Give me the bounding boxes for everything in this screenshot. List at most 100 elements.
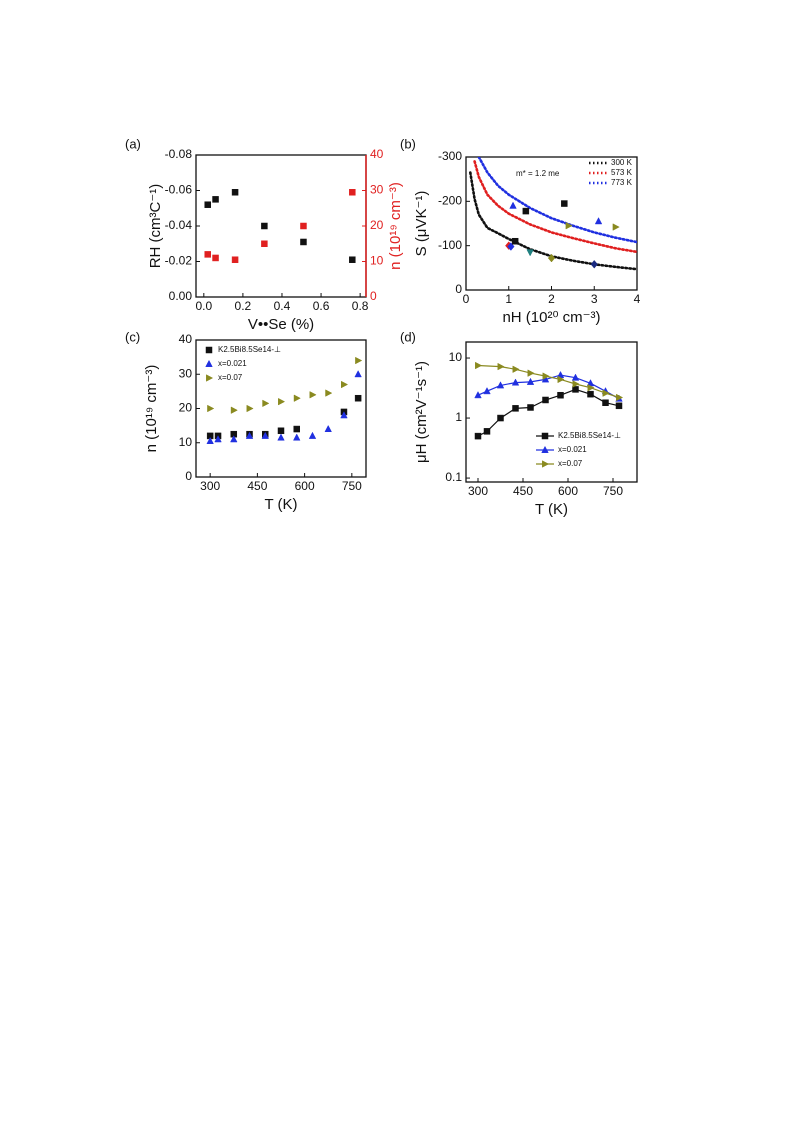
marker [561,200,568,207]
marker [309,391,317,399]
marker [204,201,211,208]
legend-label: K2.5Bi8.5Se14-⊥ [218,345,281,354]
y2-tick-label: 0 [370,289,377,303]
marker [572,380,580,388]
marker [512,365,520,373]
chart: (b) 0 1 2 3 4 -300 -200 -100 0 nH (10²⁰ cm⁻³) S (μV… [400,136,641,326]
plot-frame [195,339,367,478]
plot-area [474,361,624,440]
series-line [477,388,620,437]
marker [231,256,239,263]
x-tick-label: 300 [468,484,488,498]
chart: (d) 300 450 600 750 0.1 1 10 T (K) μH (cm²V⁻¹s⁻¹)… [400,329,638,518]
marker [511,378,520,386]
marker [547,253,556,263]
x-tick-label: 0.6 [313,299,330,313]
marker [212,196,219,203]
x-tick-label: 0.8 [352,299,369,313]
marker [261,222,268,230]
x-tick-label: 1 [505,292,512,306]
x-tick-label: 3 [591,292,598,306]
x-tick-label: 0.4 [274,299,291,313]
marker [587,384,595,392]
marker [245,431,254,439]
marker [341,380,349,389]
marker [557,391,564,399]
plot-area [206,356,363,444]
x-axis-label: V••Se (%) [248,316,314,333]
marker [587,390,594,398]
marker [278,397,286,406]
series-line [473,160,637,254]
marker [214,435,222,443]
panel-label: (c) [125,329,140,344]
legend-label: x=0.021 [558,445,587,454]
marker [512,405,519,412]
marker [308,431,317,439]
panel-label: (a) [125,136,141,151]
y-tick-label: 20 [179,401,193,415]
y-tick-label: -200 [438,194,462,208]
y2-tick-label: 20 [370,218,384,232]
marker [207,404,215,413]
marker [590,259,598,269]
plot-frame [195,154,367,298]
marker [542,396,549,404]
marker [509,201,517,209]
marker [340,411,348,419]
marker [527,404,534,411]
legend-label: K2.5Bi8.5Se14-⊥ [558,431,621,440]
marker [205,346,213,354]
marker [246,404,254,413]
y-tick-label: -0.04 [165,218,193,232]
marker [541,445,549,453]
plot-area [204,189,356,263]
y-tick-label: -300 [438,149,462,163]
y-axis-label: S (μVK⁻¹) [413,191,430,257]
marker [483,428,491,435]
marker [571,373,580,381]
panel-label: (b) [400,136,416,151]
x-tick-label: 450 [513,484,533,498]
marker [526,249,534,257]
plot-frame [465,341,638,483]
panel-label: (d) [400,329,416,344]
marker [572,386,579,393]
marker [542,372,550,380]
marker [565,222,573,230]
marker [206,374,214,382]
marker [355,356,363,365]
x-axis-label: T (K) [264,496,297,513]
marker [205,359,213,367]
marker [526,377,535,385]
legend-label: x=0.07 [218,373,243,382]
y-tick-label: 1 [455,410,462,424]
x-tick-label: 750 [342,479,362,493]
plot-frame [465,156,638,291]
marker [277,433,285,441]
marker [511,237,519,245]
y2-tick-label: 40 [370,147,384,161]
y2-tick-label: 30 [370,183,384,197]
legend-label: 773 K [611,178,633,187]
x-axis-label: nH (10²⁰ cm⁻³) [502,309,600,326]
y2-tick-label: 10 [370,254,384,268]
marker [262,399,270,408]
marker [300,238,307,246]
x-tick-label: 450 [247,479,267,493]
series-line [477,364,620,399]
marker [616,393,624,402]
series-line [477,157,637,244]
marker [277,427,285,435]
y-tick-label: 30 [179,366,193,380]
y-tick-label: -0.02 [165,254,193,268]
marker [261,431,269,439]
marker [522,207,530,215]
marker [594,217,603,225]
legend-label: 573 K [611,168,633,177]
marker [261,240,268,247]
annotation: m* = 1.2 me [516,169,560,178]
marker [541,432,549,440]
y-tick-label: -100 [438,238,462,252]
